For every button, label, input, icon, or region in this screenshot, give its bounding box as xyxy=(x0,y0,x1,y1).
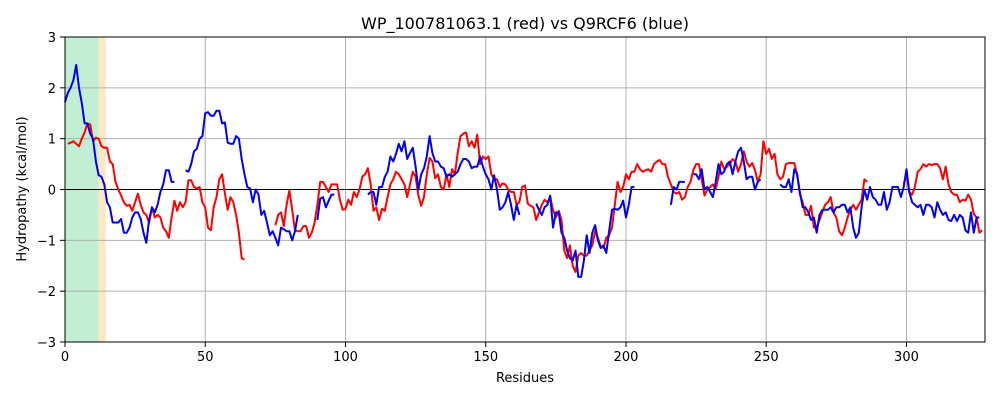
series-1-line-segment-7 xyxy=(779,168,980,239)
series-1-line-segment-0 xyxy=(64,64,175,244)
series-1-line-segment-4 xyxy=(535,186,635,278)
x-tick-label: 0 xyxy=(61,350,69,365)
x-tick-label: 150 xyxy=(473,350,498,365)
series-0-line-segment-2 xyxy=(902,163,983,234)
x-axis-label: Residues xyxy=(496,371,554,386)
y-tick-label: 0 xyxy=(48,184,56,199)
y-tick-label: 3 xyxy=(48,31,56,46)
chart-title: WP_100781063.1 (red) vs Q9RCF6 (blue) xyxy=(361,14,689,34)
series-1-line-segment-2 xyxy=(316,193,335,221)
y-tick-label: −1 xyxy=(37,234,56,249)
y-tick-label: −3 xyxy=(37,336,56,351)
series-1-line-segment-1 xyxy=(185,109,299,247)
x-tick-label: 200 xyxy=(614,350,639,365)
y-axis-label: Hydropathy (kcal/mol) xyxy=(15,116,30,261)
y-tick-label: 1 xyxy=(48,133,56,148)
series-0-line-segment-0 xyxy=(67,122,245,261)
y-tick-label: −2 xyxy=(37,285,56,300)
y-tick-label: 2 xyxy=(48,82,56,97)
plot-area: 0 50 100 150 200 250 300 −3 −2 −1 0 1 2 3 xyxy=(37,31,986,365)
x-tick-label: 300 xyxy=(894,350,919,365)
x-tick-label: 100 xyxy=(333,350,358,365)
series-1-line-segment-3 xyxy=(367,135,521,221)
series-1-line-segment-6 xyxy=(693,146,762,199)
series-1-line-segment-5 xyxy=(669,180,685,205)
x-tick-label: 50 xyxy=(197,350,214,365)
x-tick-label: 250 xyxy=(754,350,779,365)
series-0-line-segment-1 xyxy=(274,131,868,273)
